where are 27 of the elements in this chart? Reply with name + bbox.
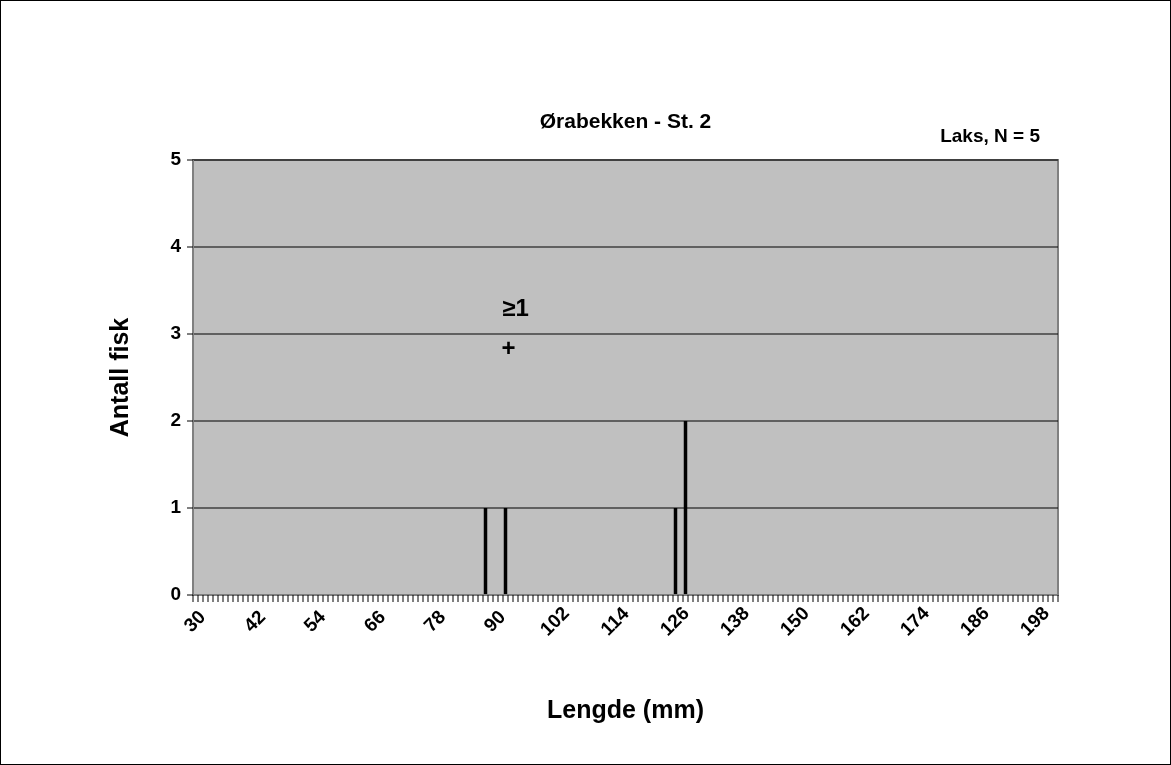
x-tick-label: 150	[775, 602, 814, 640]
x-tick-label: 174	[895, 602, 934, 640]
x-tick-label: 78	[419, 606, 450, 636]
x-tick-label: 102	[535, 602, 574, 640]
annotation: ≥1	[502, 294, 529, 321]
x-tick-label: 30	[179, 606, 210, 636]
annotation: +	[501, 334, 516, 361]
y-axis-title: Antall fisk	[105, 317, 133, 438]
chart-title: Ørabekken - St. 2	[539, 109, 712, 132]
y-tick-label: 1	[170, 496, 182, 518]
y-tick-label: 4	[170, 235, 182, 257]
x-tick-label: 114	[596, 602, 634, 640]
chart-subtitle: Laks, N = 5	[940, 125, 1041, 146]
x-tick-label: 138	[715, 602, 754, 640]
x-tick-label: 90	[479, 606, 510, 636]
y-tick-label: 0	[170, 583, 181, 605]
x-tick-label: 42	[239, 606, 270, 636]
x-tick-label: 198	[1015, 602, 1054, 640]
y-tick-label: 3	[170, 322, 181, 344]
x-tick-label: 54	[299, 605, 330, 636]
y-tick-label: 5	[170, 148, 182, 170]
x-axis-title: Lengde (mm)	[547, 695, 704, 723]
x-tick-label: 126	[655, 602, 694, 640]
y-tick-label: 2	[170, 409, 181, 431]
x-tick-label: 162	[835, 602, 874, 640]
x-tick-label: 186	[955, 602, 994, 640]
x-tick-label: 66	[359, 606, 390, 636]
